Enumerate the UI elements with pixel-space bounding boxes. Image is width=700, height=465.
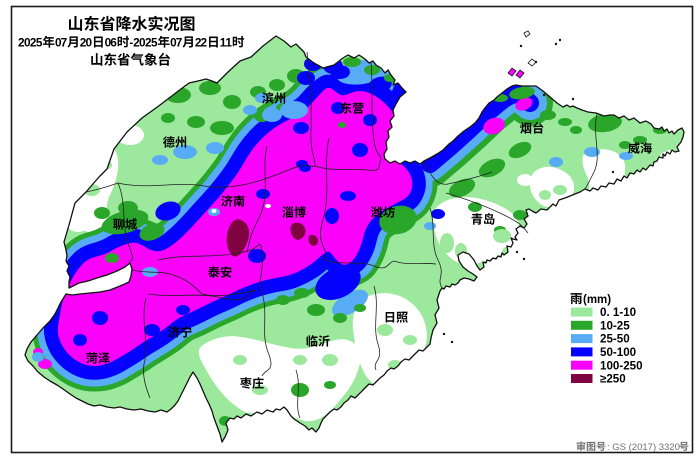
svg-text:100-250: 100-250 [600, 359, 643, 372]
svg-text:2025: 2025 [133, 36, 158, 50]
svg-text:11: 11 [220, 36, 233, 50]
svg-text:06: 06 [105, 36, 118, 50]
svg-text:50-100: 50-100 [600, 346, 636, 359]
svg-text:07: 07 [55, 36, 68, 50]
svg-text:20: 20 [80, 36, 93, 50]
svg-text:0. 1-10: 0. 1-10 [600, 306, 636, 319]
svg-text:(mm): (mm) [583, 294, 611, 306]
svg-text:2025: 2025 [18, 36, 43, 50]
svg-text:: GS (2017) 3320: : GS (2017) 3320 [607, 442, 680, 453]
svg-text:07: 07 [170, 36, 183, 50]
svg-text:-: - [129, 36, 133, 50]
svg-text:≥250: ≥250 [600, 373, 626, 386]
svg-text:10-25: 10-25 [600, 319, 630, 332]
svg-text:25-50: 25-50 [600, 333, 630, 346]
svg-text:22: 22 [195, 36, 208, 50]
